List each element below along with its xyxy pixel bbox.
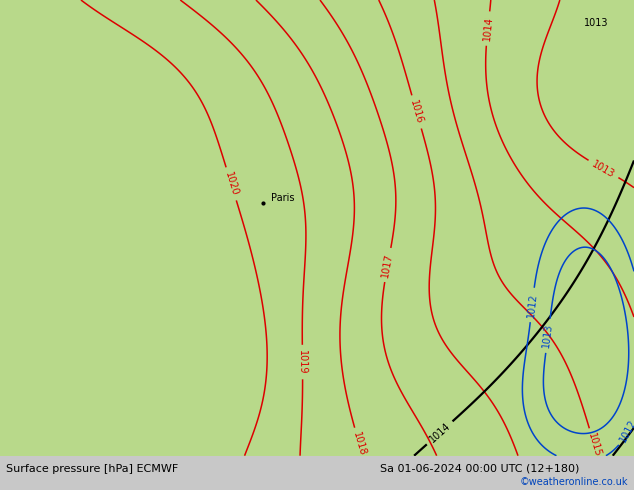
Text: 1013: 1013 xyxy=(590,159,616,179)
Text: 1020: 1020 xyxy=(223,171,240,197)
Polygon shape xyxy=(0,456,634,490)
Text: 1012: 1012 xyxy=(526,292,538,318)
Text: Paris: Paris xyxy=(271,193,294,202)
Text: 1014: 1014 xyxy=(482,16,494,41)
Text: ©weatheronline.co.uk: ©weatheronline.co.uk xyxy=(519,477,628,487)
Text: Sa 01-06-2024 00:00 UTC (12+180): Sa 01-06-2024 00:00 UTC (12+180) xyxy=(380,464,579,474)
Text: 1014: 1014 xyxy=(427,421,452,445)
Text: 1016: 1016 xyxy=(408,99,425,125)
Text: 1015: 1015 xyxy=(586,432,602,458)
Text: 1013: 1013 xyxy=(584,18,609,28)
Text: 1017: 1017 xyxy=(380,252,395,278)
Text: Surface pressure [hPa] ECMWF: Surface pressure [hPa] ECMWF xyxy=(6,464,179,474)
Text: 1012: 1012 xyxy=(618,417,634,444)
Text: 1013: 1013 xyxy=(541,323,555,348)
Text: 1018: 1018 xyxy=(351,431,368,458)
Text: 1019: 1019 xyxy=(297,350,307,374)
